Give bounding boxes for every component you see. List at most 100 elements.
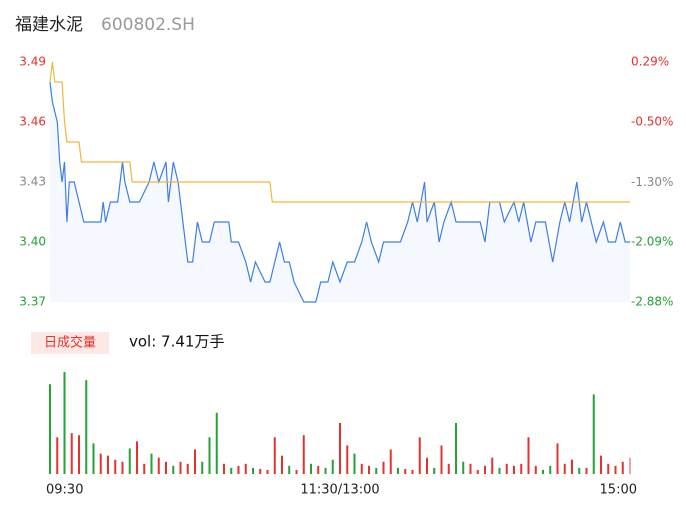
volume-bar: [266, 469, 269, 474]
volume-bar: [455, 423, 457, 474]
volume-bar: [520, 463, 523, 474]
volume-bar: [273, 437, 276, 474]
volume-label: 日成交量: [44, 335, 96, 351]
volume-bar: [542, 469, 544, 474]
volume-bar: [172, 465, 175, 474]
volume-bar: [186, 463, 189, 474]
volume-bar: [600, 455, 602, 474]
volume-bar: [621, 461, 624, 474]
y-tick-label: 3.46: [19, 115, 46, 129]
volume-bar: [288, 465, 291, 474]
volume-summary: vol: 7.41万手: [129, 333, 224, 351]
volume-bar: [462, 461, 465, 474]
volume-bar: [281, 455, 283, 474]
volume-bar: [99, 453, 102, 474]
y2-tick-label: -0.50%: [631, 114, 673, 128]
volume-bar: [607, 463, 610, 474]
volume-bar: [85, 380, 88, 474]
volume-bar: [440, 445, 443, 474]
volume-bar: [447, 463, 450, 474]
volume-bar: [469, 463, 472, 474]
x-tick-label: 09:30: [46, 483, 83, 498]
volume-bar: [585, 467, 588, 474]
volume-bar: [534, 465, 537, 474]
volume-bar: [389, 449, 392, 474]
volume-bar: [353, 453, 356, 474]
y-tick-label: 3.49: [19, 55, 46, 69]
stock-name: 福建水泥: [15, 15, 83, 35]
volume-bar: [360, 463, 363, 474]
volume-bar: [136, 441, 138, 474]
volume-bar: [527, 437, 530, 474]
x-tick-label: 15:00: [600, 483, 637, 498]
y-tick-label: 3.37: [19, 295, 46, 309]
volume-bar: [578, 467, 581, 474]
volume-bar: [230, 467, 233, 474]
y-tick-label: 3.43: [19, 175, 46, 189]
stock-code: 600802.SH: [101, 15, 195, 35]
volume-bar: [614, 465, 617, 474]
volume-bar: [259, 468, 262, 474]
volume-bar: [150, 453, 153, 474]
volume-bar: [513, 465, 515, 474]
volume-bar: [368, 465, 370, 474]
volume-bar: [556, 443, 559, 474]
volume-bar: [563, 463, 566, 474]
volume-bar: [63, 372, 66, 474]
volume-bar: [302, 435, 305, 474]
price-area: [50, 82, 630, 302]
volume-bar: [121, 461, 124, 474]
volume-bar: [382, 461, 385, 474]
volume-bar: [397, 467, 399, 474]
y2-tick-label: -1.30%: [631, 175, 673, 189]
volume-bar: [346, 445, 349, 474]
volume-bar: [194, 449, 196, 474]
y2-tick-label: 0.29%: [631, 55, 669, 69]
volume-bar: [592, 394, 595, 474]
volume-bar: [237, 465, 240, 474]
volume-bar: [411, 469, 414, 474]
volume-bar: [331, 459, 334, 474]
average-line: [49, 61, 630, 203]
volume-bar: [49, 384, 51, 474]
volume-bar: [223, 463, 225, 474]
volume-bar: [78, 435, 80, 474]
volume-bar: [476, 469, 479, 474]
volume-bar: [498, 467, 501, 474]
volume-bar: [433, 467, 436, 474]
volume-bar: [375, 467, 378, 474]
volume-bar: [128, 448, 131, 474]
y2-tick-label: -2.88%: [631, 295, 673, 309]
volume-bar: [505, 463, 508, 474]
volume-bar: [201, 461, 204, 474]
volume-bar: [571, 459, 573, 474]
volume-bar: [157, 457, 160, 474]
volume-bar: [418, 437, 421, 474]
volume-bar: [295, 469, 298, 474]
volume-bar: [426, 457, 428, 474]
volume-label-box: [31, 332, 109, 354]
y2-tick-label: -2.09%: [631, 235, 673, 249]
volume-bar: [339, 423, 341, 474]
volume-bar: [491, 457, 494, 474]
volume-bar: [484, 465, 486, 474]
y-tick-label: 3.40: [19, 235, 46, 249]
volume-bar: [92, 443, 95, 474]
volume-bar: [244, 463, 247, 474]
volume-bar: [114, 459, 117, 474]
volume-bar: [215, 412, 218, 474]
volume-bar: [208, 437, 211, 474]
volume-bar: [629, 457, 631, 474]
volume-bar: [404, 468, 407, 474]
volume-bar: [252, 467, 254, 474]
volume-bar: [165, 461, 167, 474]
x-tick-label: 11:30/13:00: [300, 483, 379, 498]
volume-bar: [317, 465, 320, 474]
volume-bar: [56, 437, 59, 474]
volume-bar: [310, 463, 312, 474]
volume-bar: [70, 433, 73, 474]
price-line: [49, 81, 630, 303]
volume-bar: [179, 461, 182, 474]
volume-bar: [143, 463, 146, 474]
